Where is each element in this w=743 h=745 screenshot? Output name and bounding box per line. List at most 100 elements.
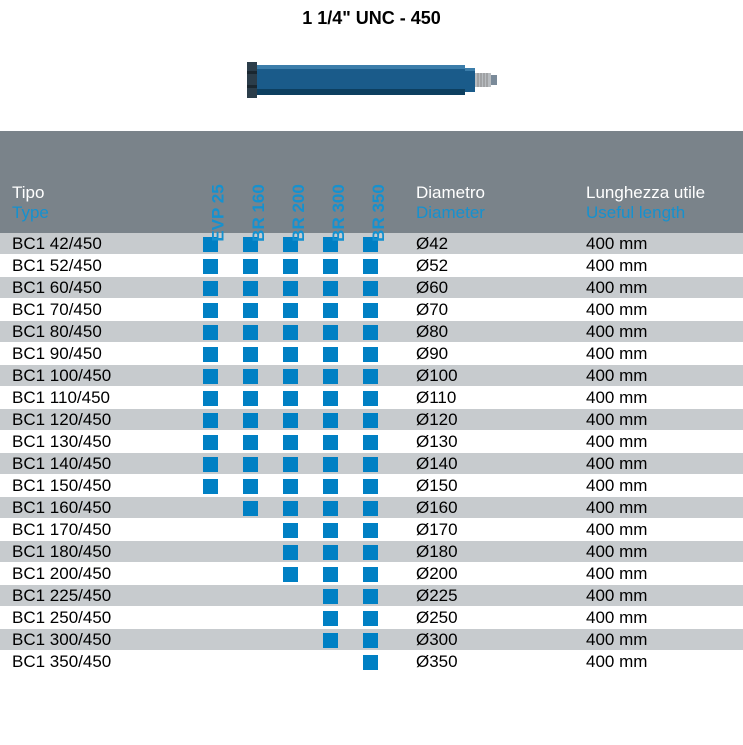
cell-compat (310, 585, 350, 607)
cell-type: BC1 250/450 (0, 607, 190, 629)
cell-length: 400 mm (576, 629, 743, 651)
square-marker-icon (283, 369, 298, 384)
cell-compat (270, 585, 310, 607)
cell-type: BC1 52/450 (0, 255, 190, 277)
cell-length: 400 mm (576, 519, 743, 541)
cell-gap (390, 607, 406, 629)
cell-length: 400 mm (576, 277, 743, 299)
square-marker-icon (363, 281, 378, 296)
cell-compat (230, 365, 270, 387)
table-row: BC1 170/450Ø170400 mm (0, 519, 743, 541)
square-marker-icon (203, 369, 218, 384)
cell-compat (350, 343, 390, 365)
square-marker-icon (323, 567, 338, 582)
square-marker-icon (283, 501, 298, 516)
square-marker-icon (243, 501, 258, 516)
cell-length: 400 mm (576, 387, 743, 409)
square-marker-icon (323, 259, 338, 274)
table-header-row: Tipo Type EVP 25 BR 160 BR 200 BR 300 BR… (0, 131, 743, 233)
compat-label: BR 300 (329, 184, 349, 242)
square-marker-icon (323, 479, 338, 494)
cell-type: BC1 60/450 (0, 277, 190, 299)
cell-compat (350, 497, 390, 519)
cell-length: 400 mm (576, 343, 743, 365)
cell-compat (190, 629, 230, 651)
square-marker-icon (323, 369, 338, 384)
header-length: Lunghezza utile Useful length (576, 131, 743, 233)
cell-type: BC1 110/450 (0, 387, 190, 409)
cell-compat (230, 409, 270, 431)
compat-label: BR 200 (289, 184, 309, 242)
cell-compat (270, 387, 310, 409)
cell-gap (390, 497, 406, 519)
cell-compat (270, 497, 310, 519)
cell-compat (350, 541, 390, 563)
cell-compat (190, 607, 230, 629)
cell-compat (350, 299, 390, 321)
cell-gap (390, 321, 406, 343)
square-marker-icon (323, 325, 338, 340)
cell-gap (390, 585, 406, 607)
square-marker-icon (243, 457, 258, 472)
table-row: BC1 180/450Ø180400 mm (0, 541, 743, 563)
header-compat-0: EVP 25 (190, 131, 230, 233)
square-marker-icon (203, 281, 218, 296)
cell-diameter: Ø180 (406, 541, 576, 563)
cell-compat (350, 321, 390, 343)
cell-diameter: Ø70 (406, 299, 576, 321)
cell-compat (310, 541, 350, 563)
cell-diameter: Ø350 (406, 651, 576, 673)
square-marker-icon (363, 303, 378, 318)
cell-compat (230, 255, 270, 277)
cell-compat (190, 651, 230, 673)
cell-type: BC1 180/450 (0, 541, 190, 563)
table-row: BC1 80/450Ø80400 mm (0, 321, 743, 343)
square-marker-icon (283, 391, 298, 406)
cell-length: 400 mm (576, 475, 743, 497)
cell-diameter: Ø140 (406, 453, 576, 475)
cell-compat (350, 365, 390, 387)
cell-compat (230, 277, 270, 299)
cell-diameter: Ø120 (406, 409, 576, 431)
square-marker-icon (363, 545, 378, 560)
cell-gap (390, 431, 406, 453)
cell-length: 400 mm (576, 365, 743, 387)
cell-compat (230, 519, 270, 541)
header-compat-1: BR 160 (230, 131, 270, 233)
cell-gap (390, 233, 406, 255)
square-marker-icon (203, 457, 218, 472)
cell-compat (310, 607, 350, 629)
cell-compat (230, 299, 270, 321)
square-marker-icon (363, 479, 378, 494)
cell-type: BC1 200/450 (0, 563, 190, 585)
square-marker-icon (323, 501, 338, 516)
cell-length: 400 mm (576, 233, 743, 255)
square-marker-icon (283, 523, 298, 538)
square-marker-icon (243, 413, 258, 428)
cell-type: BC1 120/450 (0, 409, 190, 431)
square-marker-icon (323, 589, 338, 604)
cell-diameter: Ø150 (406, 475, 576, 497)
drill-bit-icon (247, 59, 497, 101)
cell-type: BC1 100/450 (0, 365, 190, 387)
cell-compat (190, 277, 230, 299)
cell-length: 400 mm (576, 497, 743, 519)
square-marker-icon (283, 325, 298, 340)
cell-length: 400 mm (576, 409, 743, 431)
cell-gap (390, 277, 406, 299)
cell-gap (390, 651, 406, 673)
cell-compat (350, 519, 390, 541)
cell-type: BC1 90/450 (0, 343, 190, 365)
square-marker-icon (363, 501, 378, 516)
square-marker-icon (203, 391, 218, 406)
cell-compat (270, 651, 310, 673)
table-row: BC1 140/450Ø140400 mm (0, 453, 743, 475)
cell-compat (190, 255, 230, 277)
square-marker-icon (243, 281, 258, 296)
cell-diameter: Ø100 (406, 365, 576, 387)
cell-compat (310, 255, 350, 277)
square-marker-icon (323, 545, 338, 560)
cell-compat (230, 343, 270, 365)
cell-gap (390, 387, 406, 409)
cell-gap (390, 629, 406, 651)
